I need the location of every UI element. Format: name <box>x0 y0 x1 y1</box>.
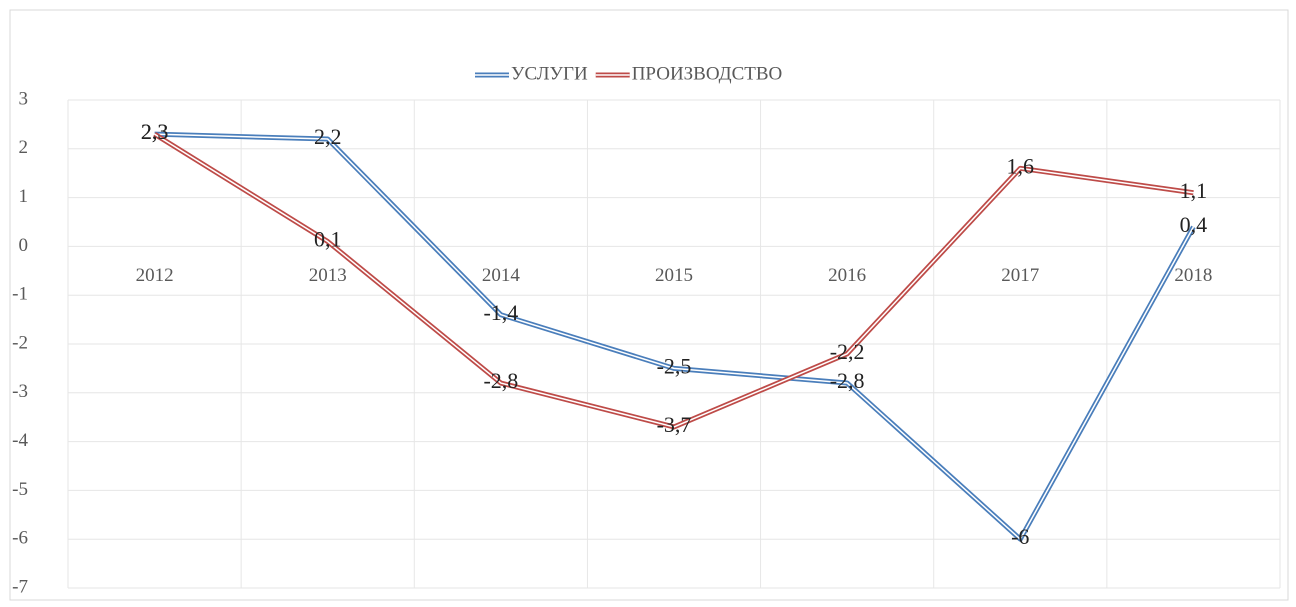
x-tick-label: 2013 <box>309 265 347 286</box>
chart-border <box>9 9 1289 601</box>
legend-label: ПРОИЗВОДСТВО <box>632 63 783 84</box>
data-label: 0,4 <box>1180 212 1208 237</box>
y-tick-label: 2 <box>19 137 29 158</box>
y-tick-label: -6 <box>12 528 28 549</box>
x-tick-label: 2018 <box>1174 265 1212 286</box>
x-tick-label: 2015 <box>655 265 693 286</box>
y-tick-label: -7 <box>12 576 28 597</box>
data-label: -2,5 <box>657 353 692 378</box>
y-tick-label: -4 <box>12 430 28 451</box>
y-tick-label: -1 <box>12 284 28 305</box>
data-label: -2,2 <box>830 339 865 364</box>
data-label: -2,8 <box>483 368 518 393</box>
data-label: -2,8 <box>830 368 865 393</box>
series-line-inner <box>154 133 1194 428</box>
data-label: -3,7 <box>657 412 692 437</box>
y-tick-label: 1 <box>19 186 29 207</box>
series-line-inner <box>154 133 1195 540</box>
data-label: 0,1 <box>314 227 342 252</box>
data-label: 1,6 <box>1007 153 1035 178</box>
data-label: -6 <box>1011 524 1029 549</box>
data-label: 2,3 <box>141 119 169 144</box>
data-label: -1,4 <box>483 300 518 325</box>
y-tick-label: 0 <box>19 235 29 256</box>
y-tick-label: -5 <box>12 479 28 500</box>
data-label: 2,3 <box>141 119 169 144</box>
x-tick-label: 2017 <box>1001 265 1039 286</box>
y-tick-label: -3 <box>12 381 28 402</box>
data-label: 1,1 <box>1180 178 1208 203</box>
x-tick-label: 2014 <box>482 265 521 286</box>
data-label: 2,2 <box>314 124 342 149</box>
legend-label: УСЛУГИ <box>511 63 588 84</box>
y-tick-label: 3 <box>19 88 29 109</box>
x-tick-label: 2012 <box>136 265 174 286</box>
y-tick-label: -2 <box>12 332 28 353</box>
x-tick-label: 2016 <box>828 265 866 286</box>
